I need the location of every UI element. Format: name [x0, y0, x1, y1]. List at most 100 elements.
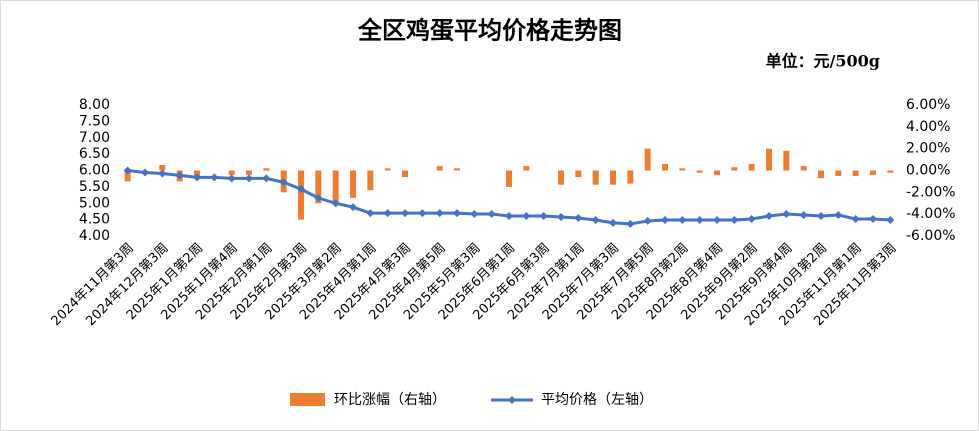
line-marker	[869, 214, 877, 223]
line-marker	[782, 210, 791, 219]
line-marker	[695, 215, 704, 224]
bar	[731, 167, 738, 171]
y2-tick-label: 0.00%	[906, 163, 950, 179]
legend-label: 平均价格（左轴）	[541, 392, 653, 408]
unit-note: 单位：元/500g	[766, 52, 880, 71]
line-marker	[141, 168, 149, 177]
line-marker	[557, 213, 565, 222]
bar	[506, 170, 512, 187]
line-marker	[609, 218, 617, 227]
y-tick-label: 6.50	[79, 146, 110, 162]
y2-tick-label: 2.00%	[906, 141, 950, 157]
line-marker	[262, 174, 271, 183]
bar	[246, 170, 252, 175]
line-marker	[574, 213, 583, 222]
bar	[124, 170, 131, 182]
bar	[818, 170, 824, 179]
line-marker	[539, 212, 548, 221]
y-tick-label: 6.00	[79, 163, 110, 179]
bar	[748, 163, 755, 171]
line-marker	[210, 173, 219, 182]
line-marker	[453, 209, 461, 218]
line-marker	[730, 215, 739, 224]
bar	[315, 170, 322, 204]
line-marker	[747, 214, 756, 223]
line-marker	[158, 169, 167, 178]
line-marker	[279, 178, 288, 187]
bar	[298, 170, 304, 220]
bar	[263, 168, 270, 171]
bar	[870, 170, 876, 175]
bar	[887, 170, 894, 173]
line-marker	[470, 210, 479, 219]
bar	[367, 170, 374, 191]
legend-swatch	[290, 393, 325, 406]
bar	[558, 170, 564, 185]
line-marker	[314, 194, 323, 203]
line-marker	[297, 185, 305, 194]
legend-label: 环比涨幅（右轴）	[334, 392, 446, 408]
bar	[402, 170, 408, 178]
y-tick-label: 7.00	[79, 130, 110, 146]
line-marker	[522, 212, 531, 221]
bar	[662, 163, 668, 171]
line-marker	[331, 199, 340, 208]
bar	[783, 150, 790, 171]
y2-tick-label: -2.00%	[906, 184, 956, 200]
bar	[714, 170, 720, 175]
line-marker	[643, 216, 652, 225]
line-marker	[366, 209, 375, 218]
y-tick-label: 5.00	[79, 195, 110, 211]
bar	[384, 168, 391, 171]
line-marker	[591, 215, 600, 224]
bar	[228, 170, 235, 175]
bar	[800, 166, 807, 171]
bar	[627, 170, 634, 184]
line-marker	[713, 215, 721, 224]
y-tick-label: 4.50	[79, 212, 110, 228]
line-marker	[851, 214, 860, 223]
line-marker	[886, 215, 895, 224]
y2-tick-label: -6.00%	[906, 228, 956, 244]
bar	[332, 170, 339, 204]
line-marker	[418, 209, 427, 218]
bar	[523, 166, 530, 171]
chart-title: 全区鸡蛋平均价格走势图	[357, 16, 622, 45]
bar	[350, 170, 356, 198]
y-tick-label: 8.00	[79, 97, 110, 113]
line-marker	[626, 219, 635, 228]
line-marker	[435, 209, 444, 218]
line-marker	[349, 203, 357, 212]
legend-marker	[508, 396, 516, 404]
y2-tick-label: -4.00%	[906, 206, 956, 222]
bar	[679, 168, 686, 171]
bar	[610, 170, 616, 185]
line-marker	[175, 171, 184, 180]
line-marker	[123, 166, 132, 175]
y-tick-label: 7.50	[79, 113, 110, 129]
line-marker	[678, 215, 687, 224]
bar	[852, 170, 859, 176]
y-tick-label: 5.50	[79, 179, 110, 195]
line-marker	[834, 211, 843, 220]
bar	[592, 170, 599, 185]
bar	[436, 166, 443, 171]
line-marker	[401, 209, 409, 218]
bar	[835, 170, 842, 176]
line-marker	[661, 215, 669, 224]
line-marker	[383, 209, 392, 218]
bar	[696, 170, 703, 173]
y2-tick-label: 4.00%	[906, 119, 950, 135]
bar	[454, 168, 460, 171]
line-marker	[487, 210, 496, 219]
line-marker	[765, 212, 773, 221]
bar	[766, 148, 772, 171]
bar	[575, 170, 582, 178]
bar	[644, 148, 651, 171]
bar	[194, 170, 200, 176]
y-tick-label: 4.00	[79, 228, 110, 244]
line-marker	[505, 212, 513, 221]
line-marker	[817, 212, 825, 221]
y2-tick-label: 6.00%	[906, 97, 950, 113]
